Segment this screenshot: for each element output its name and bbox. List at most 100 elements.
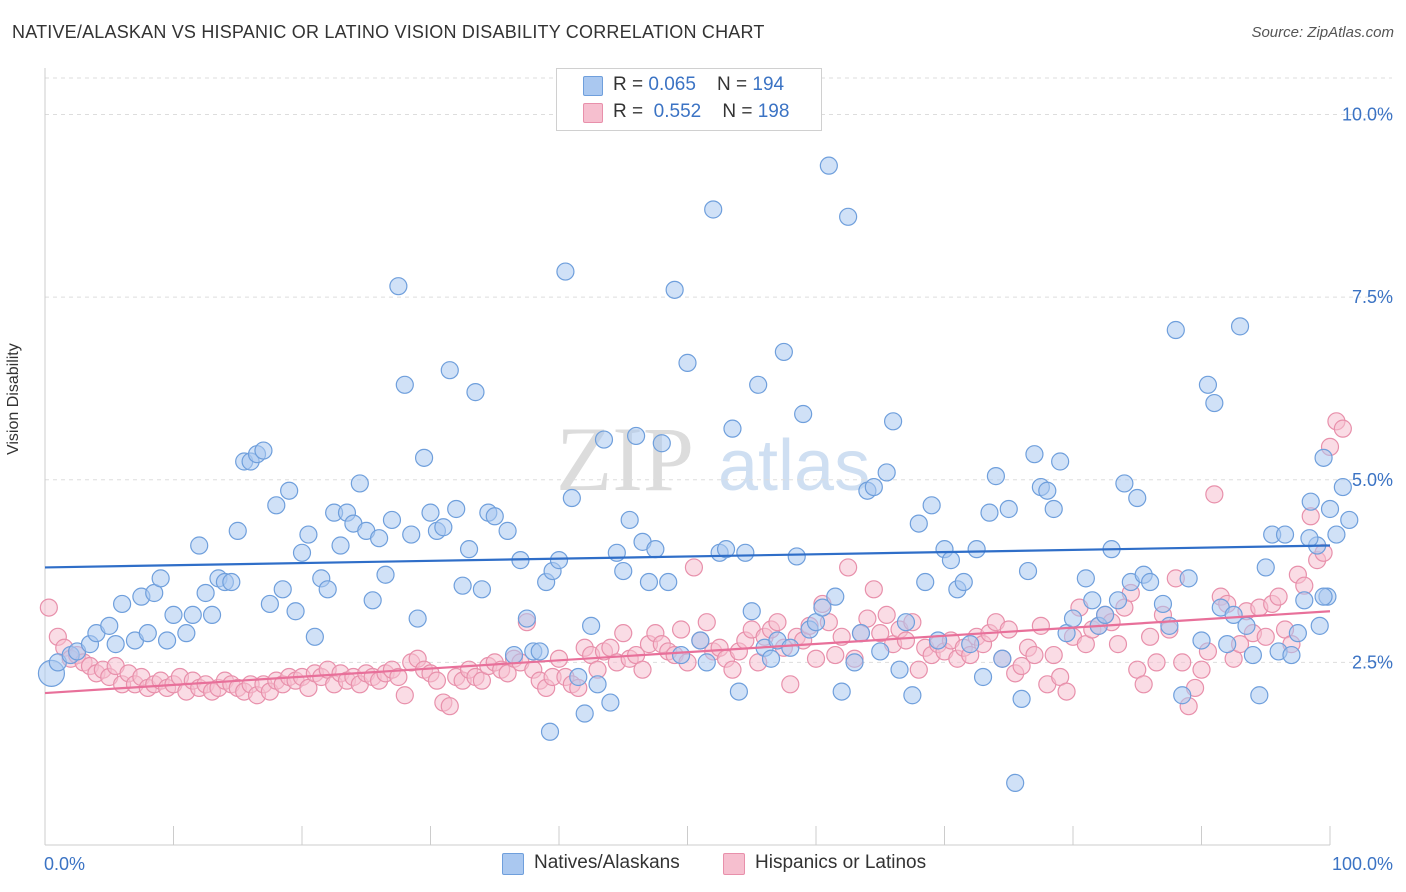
hispanic-point <box>1192 660 1211 679</box>
native-point <box>1192 631 1211 650</box>
native-point <box>556 262 575 281</box>
native-point <box>202 605 222 625</box>
hispanic-point <box>1057 682 1076 701</box>
native-point <box>1108 591 1128 610</box>
x-tick-label-max: 100.0% <box>1332 854 1393 874</box>
native-point <box>434 518 453 537</box>
hispanic-point <box>1044 645 1063 665</box>
stats-legend: R = 0.065 N = 194 R = 0.552 N = 198 <box>556 68 822 131</box>
native-point <box>1243 645 1263 665</box>
hispanic-point <box>1140 627 1160 646</box>
x-tick-label-min: 0.0% <box>44 854 85 874</box>
native-point <box>813 598 832 617</box>
legend-r-value-natives: 0.065 <box>648 74 696 95</box>
native-point <box>177 624 196 643</box>
native-point <box>1327 525 1346 544</box>
native-point <box>363 591 382 610</box>
native-point <box>993 649 1012 668</box>
native-point <box>292 543 312 562</box>
native-point <box>909 514 928 533</box>
native-point <box>254 441 273 460</box>
legend-n-label: N = <box>722 101 758 122</box>
chart-title: NATIVE/ALASKAN VS HISPANIC OR LATINO VIS… <box>12 22 765 42</box>
native-point <box>594 430 614 449</box>
native-point <box>781 638 800 657</box>
native-point <box>267 496 286 515</box>
native-point <box>1115 474 1134 493</box>
hispanic-point <box>1333 419 1352 438</box>
native-point <box>222 572 241 592</box>
native-point <box>299 525 318 544</box>
native-point <box>941 551 961 570</box>
native-point <box>729 682 749 701</box>
native-point <box>504 645 524 665</box>
native-point <box>1288 624 1307 643</box>
hispanic-point <box>39 598 58 617</box>
native-point <box>928 631 948 650</box>
native-point <box>190 536 209 555</box>
native-point <box>716 540 736 559</box>
hispanic-point <box>1108 635 1128 654</box>
native-point <box>1160 616 1179 635</box>
native-point <box>652 434 671 453</box>
native-point <box>183 605 202 625</box>
bottom-legend-label-natives: Natives/Alaskans <box>534 852 680 873</box>
native-point <box>389 277 408 296</box>
native-point <box>286 602 305 621</box>
native-point <box>819 156 838 175</box>
native-point <box>626 426 646 446</box>
native-point <box>1340 510 1359 530</box>
hispanic-point <box>1269 587 1288 606</box>
native-point <box>845 653 864 672</box>
hispanic-point <box>684 558 704 577</box>
native-point <box>273 580 292 599</box>
native-point <box>1051 452 1070 471</box>
native-point <box>305 627 324 646</box>
hispanic-point <box>1256 627 1275 646</box>
hispanic-point <box>806 649 826 668</box>
native-point <box>1179 569 1198 588</box>
native-point <box>691 631 710 650</box>
native-point <box>646 540 665 559</box>
legend-n-label: N = <box>717 74 753 95</box>
hispanic-point <box>1025 645 1044 665</box>
native-point <box>851 624 871 643</box>
native-point <box>1096 605 1115 625</box>
hispanic-point <box>909 660 928 679</box>
native-point <box>453 576 472 595</box>
hispanic-point <box>1134 675 1153 694</box>
native-point <box>890 660 909 679</box>
hispanic-point <box>723 660 742 679</box>
native-point <box>1310 616 1329 635</box>
hispanic-point <box>549 649 569 668</box>
native-point <box>318 580 337 599</box>
hispanic-point <box>614 624 633 643</box>
native-point <box>1006 773 1025 793</box>
native-point <box>466 383 485 402</box>
native-point <box>916 572 935 592</box>
hispanic-point <box>1012 656 1031 676</box>
hispanic-trend-line <box>44 610 1331 695</box>
native-point <box>112 594 132 614</box>
native-point <box>395 375 414 394</box>
native-point <box>1314 587 1333 606</box>
native-point <box>376 565 395 584</box>
native-point <box>903 686 922 705</box>
native-point <box>1205 393 1224 413</box>
native-point <box>1140 572 1160 592</box>
native-point <box>877 463 896 482</box>
native-point <box>601 693 620 712</box>
native-point <box>980 503 999 522</box>
native-point <box>1295 591 1314 610</box>
native-point <box>517 609 536 628</box>
native-point <box>665 280 684 299</box>
native-point <box>1230 317 1250 336</box>
native-point <box>1083 591 1102 610</box>
native-point <box>408 609 427 628</box>
native-point <box>459 540 479 559</box>
legend-r-value-hispanics: 0.552 <box>653 101 702 122</box>
native-point <box>1282 645 1301 665</box>
native-point <box>954 572 973 592</box>
hispanic-point <box>1173 653 1192 672</box>
